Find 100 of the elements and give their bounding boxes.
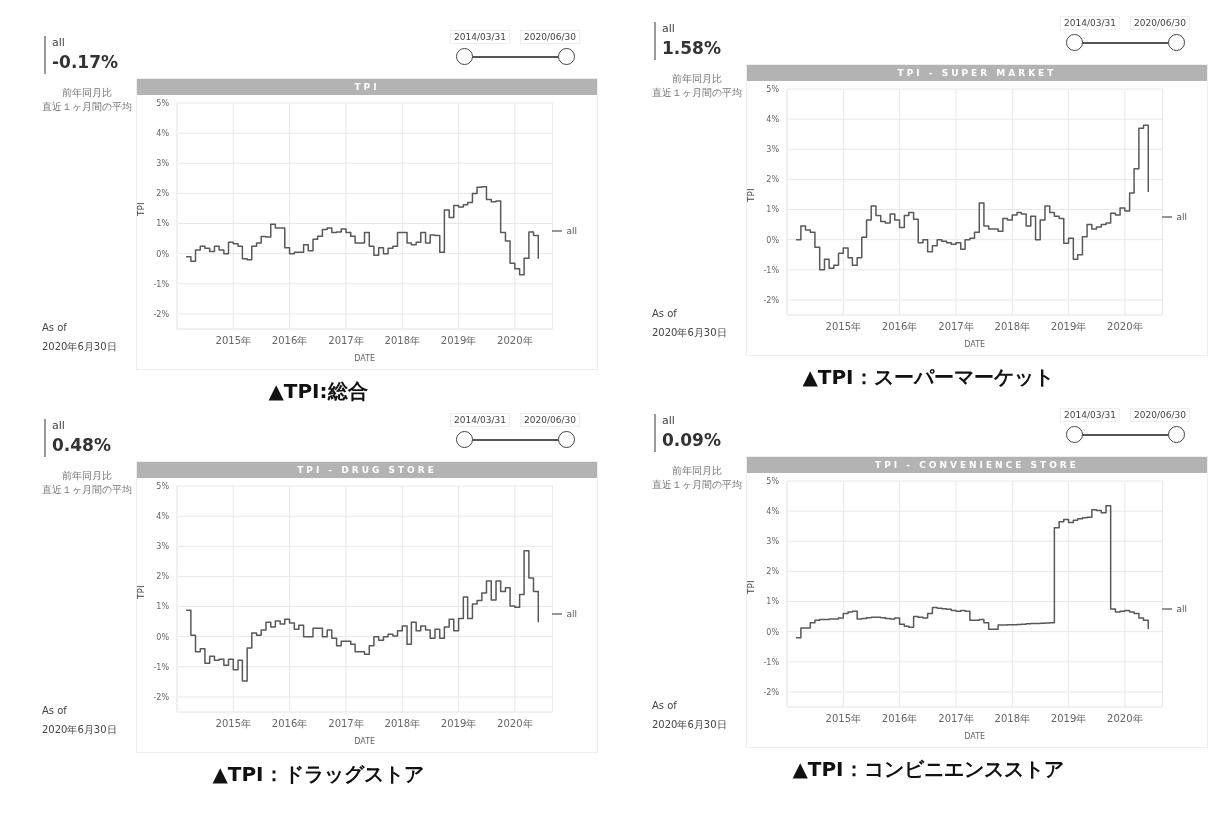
text: 2014/03/31 bbox=[1060, 408, 1120, 422]
y-tick-label: 4% bbox=[766, 114, 780, 124]
chart-title: TPI - SUPER MARKET bbox=[747, 65, 1207, 81]
text: 2020年6月30日 bbox=[652, 718, 727, 732]
text: 直近１ヶ月間の平均 bbox=[41, 100, 133, 114]
text: 0.09% bbox=[662, 430, 721, 450]
y-axis-title: TPI bbox=[746, 580, 757, 595]
x-tick-label: 2016年 bbox=[881, 713, 918, 725]
y-tick-label: 3% bbox=[766, 537, 780, 547]
y-tick-label: 1% bbox=[156, 602, 170, 612]
x-tick-label: 2020年 bbox=[497, 718, 533, 730]
text: 2020/06/30 bbox=[1130, 408, 1190, 422]
x-axis-title: DATE bbox=[964, 732, 986, 741]
y-tick-label: 0% bbox=[766, 235, 780, 245]
y-tick-label: 2% bbox=[766, 175, 780, 185]
y-tick-label: -2% bbox=[763, 687, 780, 697]
x-tick-label: 2016年 bbox=[881, 321, 918, 333]
x-tick-label: 2018年 bbox=[994, 713, 1031, 725]
y-tick-label: 0% bbox=[766, 627, 780, 637]
y-tick-label: 1% bbox=[766, 597, 780, 607]
y-tick-label: 1% bbox=[156, 219, 170, 229]
y-tick-label: 2% bbox=[156, 572, 170, 582]
x-tick-label: 2018年 bbox=[384, 335, 421, 347]
text: 2020年6月30日 bbox=[42, 340, 117, 354]
text: ▲TPI：ドラッグストア bbox=[211, 761, 425, 788]
y-axis-title: TPI bbox=[136, 585, 147, 600]
text: 直近１ヶ月間の平均 bbox=[651, 478, 743, 492]
text: As of bbox=[652, 700, 677, 711]
x-axis-title: DATE bbox=[354, 737, 376, 746]
x-tick-label: 2019年 bbox=[1050, 321, 1087, 333]
chart-title: TPI - DRUG STORE bbox=[137, 462, 597, 478]
text: 2020年6月30日 bbox=[652, 326, 727, 340]
x-tick-label: 2018年 bbox=[994, 321, 1031, 333]
y-tick-label: 5% bbox=[156, 481, 170, 491]
chart-title: TPI bbox=[137, 79, 597, 95]
y-axis-title: TPI bbox=[746, 188, 757, 203]
x-tick-label: 2017年 bbox=[938, 713, 974, 725]
y-tick-label: 3% bbox=[156, 159, 170, 169]
chart-title: TPI - CONVENIENCE STORE bbox=[747, 457, 1207, 473]
x-tick-label: 2018年 bbox=[384, 718, 421, 730]
y-tick-label: -1% bbox=[763, 265, 780, 275]
text: 直近１ヶ月間の平均 bbox=[41, 483, 133, 497]
y-tick-label: -1% bbox=[763, 657, 780, 667]
x-tick-label: 2016年 bbox=[271, 718, 308, 730]
text: 2014/03/31 bbox=[1060, 16, 1120, 30]
text: -0.17% bbox=[52, 52, 119, 72]
text: As of bbox=[42, 705, 67, 716]
x-tick-label: 2020年 bbox=[1107, 713, 1143, 725]
x-tick-label: 2016年 bbox=[271, 335, 308, 347]
x-tick-label: 2015年 bbox=[825, 321, 862, 333]
y-tick-label: -2% bbox=[153, 309, 170, 319]
text: 0.48% bbox=[52, 435, 111, 455]
x-tick-label: 2015年 bbox=[215, 335, 252, 347]
x-tick-label: 2017年 bbox=[938, 321, 974, 333]
text: all bbox=[52, 419, 65, 432]
text: 前年同月比 bbox=[671, 72, 723, 86]
y-tick-label: 4% bbox=[766, 506, 780, 516]
x-tick-label: 2015年 bbox=[215, 718, 252, 730]
text: 1.58% bbox=[662, 38, 721, 58]
y-tick-label: -2% bbox=[153, 692, 170, 702]
y-axis-title: TPI bbox=[136, 202, 147, 217]
y-tick-label: 3% bbox=[766, 145, 780, 155]
y-tick-label: 4% bbox=[156, 511, 170, 521]
legend-label: all bbox=[1176, 211, 1187, 222]
y-tick-label: -2% bbox=[763, 295, 780, 305]
text: all bbox=[662, 414, 675, 427]
y-tick-label: 2% bbox=[156, 189, 170, 199]
text: As of bbox=[42, 322, 67, 333]
text: 前年同月比 bbox=[61, 86, 113, 100]
x-tick-label: 2020年 bbox=[497, 335, 533, 347]
y-tick-label: 4% bbox=[156, 128, 170, 138]
legend-label: all bbox=[566, 608, 577, 619]
legend-label: all bbox=[566, 225, 577, 236]
x-tick-label: 2020年 bbox=[1107, 321, 1143, 333]
text: 2020年6月30日 bbox=[42, 723, 117, 737]
y-tick-label: 0% bbox=[156, 632, 170, 642]
x-tick-label: 2017年 bbox=[328, 335, 364, 347]
x-axis-title: DATE bbox=[354, 354, 376, 363]
text: all bbox=[52, 36, 65, 49]
text: all bbox=[662, 22, 675, 35]
text: 前年同月比 bbox=[61, 469, 113, 483]
x-axis-title: DATE bbox=[964, 340, 986, 349]
x-tick-label: 2017年 bbox=[328, 718, 364, 730]
y-tick-label: 3% bbox=[156, 542, 170, 552]
text: 2014/03/31 bbox=[450, 30, 510, 44]
text: 直近１ヶ月間の平均 bbox=[651, 86, 743, 100]
text: 前年同月比 bbox=[671, 464, 723, 478]
text: As of bbox=[652, 308, 677, 319]
text: 2020/06/30 bbox=[520, 30, 580, 44]
y-tick-label: 2% bbox=[766, 567, 780, 577]
y-tick-label: 5% bbox=[766, 476, 780, 486]
y-tick-label: 0% bbox=[156, 249, 170, 259]
text: ▲TPI：スーパーマーケット bbox=[801, 364, 1055, 391]
y-tick-label: -1% bbox=[153, 279, 170, 289]
text: ▲TPI:総合 bbox=[267, 378, 369, 405]
y-tick-label: 5% bbox=[156, 98, 170, 108]
text: 2014/03/31 bbox=[450, 413, 510, 427]
y-tick-label: 1% bbox=[766, 205, 780, 215]
y-tick-label: -1% bbox=[153, 662, 170, 672]
x-tick-label: 2019年 bbox=[440, 718, 477, 730]
